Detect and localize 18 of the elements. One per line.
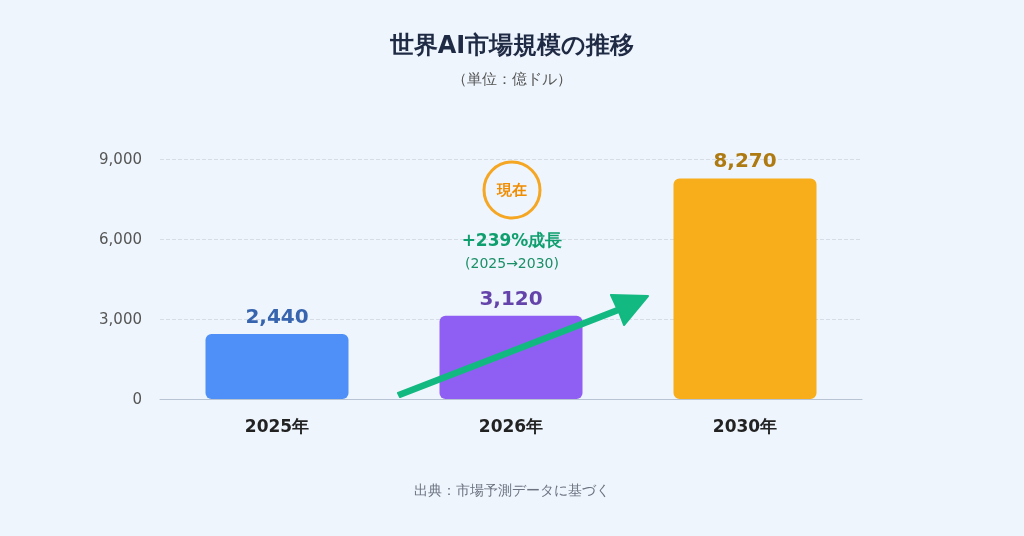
y-tick-label: 0	[132, 390, 142, 408]
bar	[205, 333, 349, 399]
annotation: (2025→2030)	[465, 255, 559, 271]
data-label: 8,270	[713, 148, 777, 173]
x-tick-label: 2025年	[244, 415, 310, 436]
x-tick-label: 2026年	[478, 415, 544, 436]
y-tick-label: 9,000	[99, 150, 142, 168]
annotation: 現在	[496, 181, 527, 199]
x-tick-label: 2030年	[712, 415, 778, 436]
y-tick-label: 3,000	[99, 310, 142, 328]
chart-subtitle: （単位：億ドル）	[452, 69, 572, 88]
bar	[673, 178, 817, 399]
annotation: +239%成長	[461, 230, 563, 250]
chart-title: 世界AI市場規模の推移	[388, 31, 635, 59]
data-label: 2,440	[245, 303, 309, 328]
data-label: 3,120	[479, 285, 543, 310]
y-tick-label: 6,000	[99, 230, 142, 248]
source-note: 出典：市場予測データに基づく	[414, 482, 610, 498]
